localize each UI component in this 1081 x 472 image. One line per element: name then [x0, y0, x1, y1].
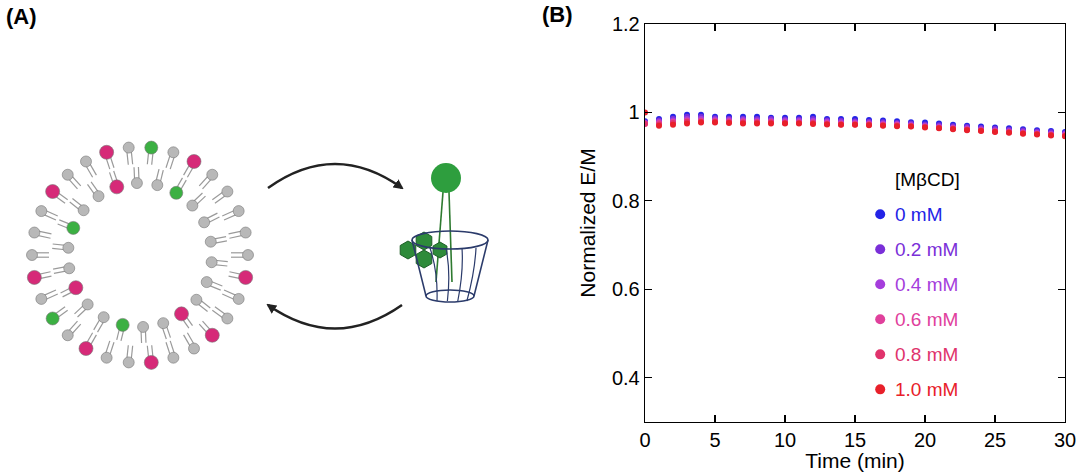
svg-text:5: 5 [709, 429, 720, 451]
svg-text:1.0 mM: 1.0 mM [895, 379, 958, 400]
svg-text:25: 25 [984, 429, 1006, 451]
svg-text:0.8 mM: 0.8 mM [895, 344, 958, 365]
svg-text:0: 0 [639, 429, 650, 451]
svg-text:0.2 mM: 0.2 mM [895, 239, 958, 260]
svg-text:1: 1 [629, 101, 640, 123]
svg-text:30: 30 [1054, 429, 1076, 451]
svg-text:0.6: 0.6 [612, 278, 640, 300]
svg-text:Time (min): Time (min) [805, 449, 905, 472]
svg-text:10: 10 [774, 429, 796, 451]
svg-text:(A): (A) [6, 4, 37, 29]
svg-text:0.4: 0.4 [612, 367, 640, 389]
svg-text:0.4 mM: 0.4 mM [895, 274, 958, 295]
svg-text:0 mM: 0 mM [895, 204, 943, 225]
svg-text:Normalized E/M: Normalized E/M [576, 148, 599, 297]
svg-text:[MβCD]: [MβCD] [895, 169, 960, 190]
svg-text:0.6 mM: 0.6 mM [895, 309, 958, 330]
svg-text:0.8: 0.8 [612, 190, 640, 212]
svg-text:20: 20 [914, 429, 936, 451]
svg-text:1.2: 1.2 [612, 13, 640, 35]
svg-text:15: 15 [844, 429, 866, 451]
html-text:(B): (B) [542, 2, 573, 27]
